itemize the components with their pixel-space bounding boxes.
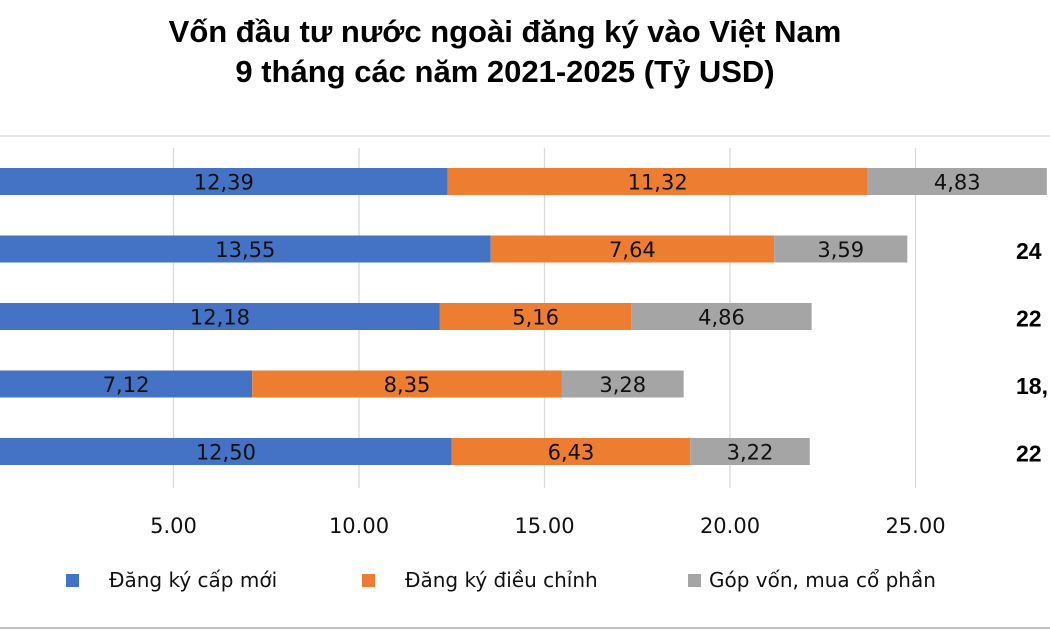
data-label: 3,28	[599, 373, 646, 397]
bar-segment	[0, 370, 253, 398]
bar-segment	[0, 235, 491, 263]
legend-label-capital-contribution: Góp vốn, mua cổ phần	[709, 568, 936, 592]
data-label: 4,83	[934, 171, 981, 195]
legend-label-new-registration: Đăng ký cấp mới	[109, 568, 278, 592]
legend-item-new-registration: Đăng ký cấp mới	[66, 568, 277, 592]
bar-segment	[631, 303, 812, 330]
x-tick-label: 20.00	[700, 514, 760, 538]
bar-segment	[867, 168, 1047, 195]
legend-item-capital-contribution: Góp vốn, mua cổ phần	[688, 568, 936, 592]
data-label: 6,43	[548, 441, 595, 465]
data-label: 11,32	[628, 171, 688, 195]
data-label: 13,55	[215, 238, 275, 262]
legend-item-adjusted-registration: Đăng ký điều chỉnh	[362, 568, 598, 592]
legend-label-adjusted-registration: Đăng ký điều chỉnh	[405, 568, 598, 592]
x-tick-label: 15.00	[514, 514, 574, 538]
total-label: 18,	[1016, 373, 1048, 399]
bar-segment	[447, 168, 868, 195]
legend-swatch-adjusted-registration	[362, 573, 375, 587]
chart-title-line-2: 9 tháng các năm 2021-2025 (Tỷ USD)	[235, 54, 775, 89]
data-label: 7,12	[103, 373, 150, 397]
legend: Đăng ký cấp mới Đăng ký điều chỉnh Góp v…	[0, 568, 1050, 602]
chart-title-line-1: Vốn đầu tư nước ngoài đăng ký vào Việt N…	[168, 14, 842, 49]
x-tick-label: 25.00	[885, 514, 945, 538]
bar-segment	[690, 438, 810, 465]
data-labels: 12,39 11,32 4,83 13,55 7,64 3,59 12,18 5,16 4,86…	[103, 171, 981, 465]
bar-segment	[0, 303, 440, 330]
data-label: 4,86	[698, 306, 745, 330]
bottom-divider	[0, 627, 1050, 629]
x-tick-label: 10.00	[329, 514, 389, 538]
bar-segment	[439, 303, 632, 330]
data-label: 5,16	[512, 306, 559, 330]
total-label: 22	[1016, 441, 1042, 467]
data-label: 12,18	[190, 306, 250, 330]
bar-segment	[0, 168, 448, 195]
data-label: 7,64	[609, 238, 656, 262]
stacked-bar-chart: 12,39 11,32 4,83 13,55 7,64 3,59 12,18 5,16 4,86…	[0, 135, 1050, 538]
bar-segment	[490, 235, 775, 263]
data-label: 3,22	[727, 441, 774, 465]
legend-swatch-new-registration	[66, 573, 79, 587]
total-labels: 24 22 18, 22	[1016, 238, 1048, 467]
data-label: 8,35	[384, 373, 431, 397]
bar-segment	[0, 438, 452, 465]
bar-segment	[252, 370, 562, 398]
data-label: 3,59	[817, 238, 864, 262]
chart-title: Vốn đầu tư nước ngoài đăng ký vào Việt N…	[0, 12, 1010, 92]
data-label: 12,39	[194, 171, 254, 195]
bar-segment	[774, 235, 908, 263]
x-tick-label: 5.00	[150, 514, 197, 538]
total-label: 22	[1016, 306, 1042, 332]
legend-swatch-capital-contribution	[688, 573, 701, 587]
bar-segment	[561, 370, 684, 398]
bar-segment	[451, 438, 691, 465]
bars	[0, 168, 1047, 465]
total-label: 24	[1016, 238, 1042, 264]
data-label: 12,50	[196, 441, 256, 465]
